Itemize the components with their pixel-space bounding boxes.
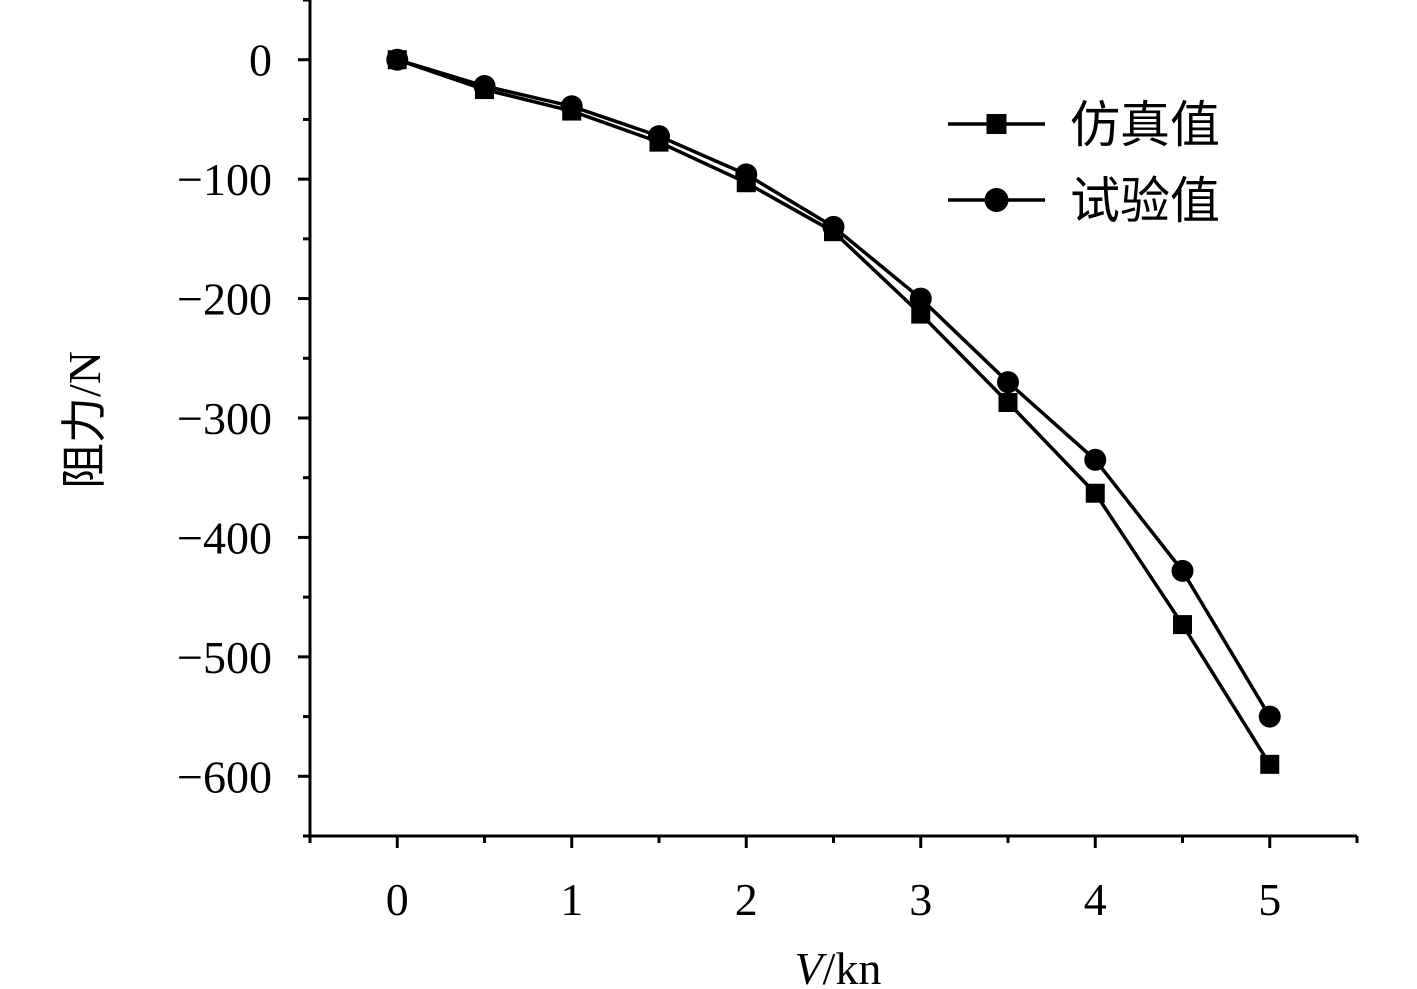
x-tick-label: 1 <box>560 874 583 925</box>
y-tick-label: −200 <box>177 274 272 325</box>
x-axis-title-italic: V <box>795 943 828 989</box>
y-tick-label: −600 <box>177 751 272 802</box>
legend-marker <box>986 114 1007 134</box>
data-point <box>911 304 931 324</box>
data-point <box>1085 483 1105 503</box>
y-tick-label: −400 <box>177 512 272 563</box>
data-point <box>1173 615 1192 635</box>
legend-label: 仿真值 <box>1070 96 1220 154</box>
legend-item-2: 试验值 <box>948 172 1220 230</box>
y-ticks: 0 −100 −200 −300 −400 −500 −600 <box>177 0 310 838</box>
x-axis-title: V/kn <box>795 943 882 989</box>
data-point <box>386 48 409 71</box>
data-point <box>998 392 1018 412</box>
x-ticks: 0 1 2 3 4 5 <box>308 836 1359 925</box>
data-point <box>1258 705 1281 728</box>
x-tick-label: 0 <box>386 874 409 925</box>
data-point <box>473 74 496 97</box>
x-tick-label: 4 <box>1084 874 1107 925</box>
y-tick-label: 0 <box>249 35 272 86</box>
y-tick-label: −100 <box>177 154 272 205</box>
series-line <box>396 58 1272 718</box>
data-point <box>1084 448 1107 471</box>
legend-label: 试验值 <box>1070 172 1220 230</box>
data-point <box>735 163 758 186</box>
data-point <box>822 215 845 238</box>
x-tick-label: 5 <box>1258 874 1281 925</box>
series-2 <box>386 48 1281 728</box>
y-tick-label: −300 <box>177 393 272 444</box>
x-tick-label: 2 <box>735 874 758 925</box>
series-line <box>396 58 1272 766</box>
data-point <box>648 125 670 148</box>
data-point <box>1260 754 1280 774</box>
y-axis-title: 阻力/N <box>59 351 110 489</box>
data-point <box>997 371 1019 394</box>
x-axis-title-rest: /kn <box>823 943 882 989</box>
legend-item-1: 仿真值 <box>948 96 1220 154</box>
series-group <box>386 48 1281 774</box>
data-point <box>909 287 932 310</box>
y-tick-label: −500 <box>177 632 272 683</box>
legend-marker <box>984 188 1009 212</box>
data-point <box>560 95 583 118</box>
series-1 <box>387 50 1280 774</box>
data-point <box>1171 559 1194 582</box>
x-tick-label: 3 <box>909 874 932 925</box>
